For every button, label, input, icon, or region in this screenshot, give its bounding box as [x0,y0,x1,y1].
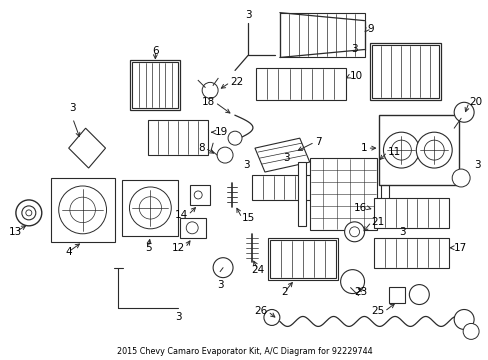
Text: 1: 1 [360,143,367,153]
Circle shape [344,222,364,242]
Bar [374,198,448,228]
Text: 6: 6 [152,45,158,55]
Text: 26: 26 [254,306,267,316]
Text: 23: 23 [353,287,367,297]
Text: 13: 13 [9,227,22,237]
Circle shape [408,285,428,305]
Text: 3: 3 [243,160,249,170]
Text: 4: 4 [65,247,72,257]
Circle shape [129,187,171,229]
Text: 3: 3 [175,312,181,323]
Text: 3: 3 [350,44,357,54]
Circle shape [139,197,161,219]
Text: 14: 14 [175,210,188,220]
Circle shape [462,323,478,339]
Text: 19: 19 [215,127,228,137]
Text: 24: 24 [251,265,264,275]
Bar [180,218,206,238]
Circle shape [390,140,410,160]
Bar [269,240,335,278]
Circle shape [22,206,36,220]
Text: 9: 9 [367,24,373,33]
Text: 3: 3 [244,10,251,20]
Bar [374,238,448,268]
Text: 3: 3 [283,153,289,163]
Bar [130,60,180,110]
Bar [279,13,364,58]
Circle shape [424,140,443,160]
Text: 25: 25 [370,306,384,316]
Bar [255,68,345,100]
Text: 18: 18 [202,97,215,107]
Text: 16: 16 [353,203,367,213]
Circle shape [383,132,419,168]
Text: 15: 15 [242,213,255,223]
Circle shape [227,131,242,145]
Text: 3: 3 [216,280,223,289]
Circle shape [349,227,359,237]
Text: 2015 Chevy Camaro Evaporator Kit, A/C Diagram for 92229744: 2015 Chevy Camaro Evaporator Kit, A/C Di… [117,347,371,356]
Bar [381,162,388,226]
Text: 8: 8 [198,143,205,153]
Circle shape [451,169,469,187]
Text: 22: 22 [229,77,243,87]
Circle shape [453,102,473,122]
Text: 7: 7 [314,137,321,147]
Bar [190,185,210,205]
Text: 3: 3 [399,227,405,237]
Circle shape [213,258,233,278]
Circle shape [70,197,95,222]
Circle shape [264,310,279,325]
Circle shape [59,186,106,234]
Text: 3: 3 [69,103,76,113]
Circle shape [202,82,218,98]
Circle shape [415,132,451,168]
Bar [267,238,337,280]
Bar [369,42,440,100]
Circle shape [16,200,41,226]
Text: 5: 5 [145,243,151,253]
Text: 20: 20 [468,97,481,107]
Bar [251,175,316,200]
Bar [148,120,208,155]
Bar [51,178,114,242]
Text: 21: 21 [371,217,384,227]
Bar [371,45,438,98]
Circle shape [194,191,202,199]
Bar [297,162,305,226]
Circle shape [217,147,233,163]
Text: 11: 11 [386,147,400,157]
Bar [379,115,458,185]
Circle shape [340,270,364,293]
Bar [388,287,405,302]
Circle shape [453,310,473,329]
Bar [132,62,178,108]
Text: 2: 2 [281,287,287,297]
Bar [309,158,377,230]
Circle shape [186,222,198,234]
Text: 10: 10 [349,71,362,81]
Text: 12: 12 [172,243,185,253]
Text: 17: 17 [453,243,467,253]
Text: 3: 3 [473,160,480,170]
Circle shape [26,210,32,216]
Bar [122,180,178,236]
